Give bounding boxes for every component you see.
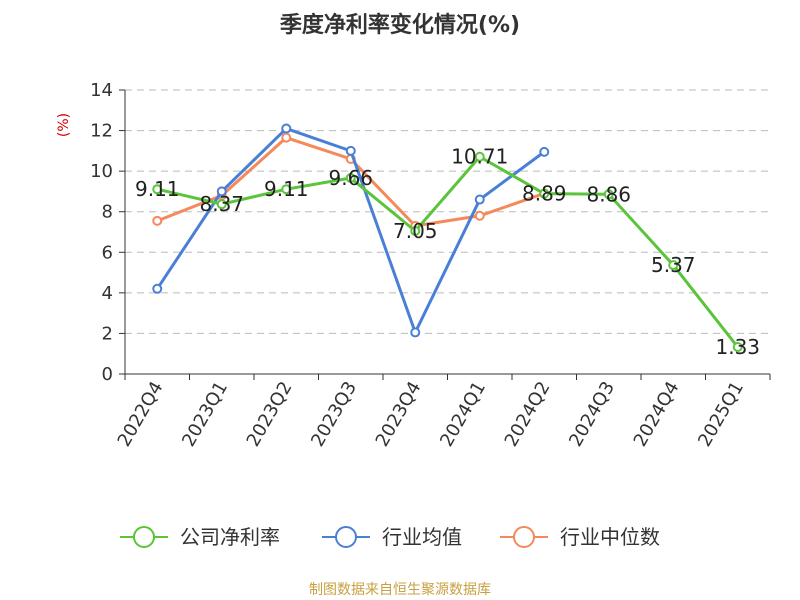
series-0 — [152, 151, 743, 353]
legend-swatch-marker — [133, 526, 155, 548]
data-point — [539, 188, 550, 199]
data-labels: 9.11 8.37 9.11 9.66 7.05 10.71 8.89 8.86 5.37 1.3… — [135, 145, 760, 359]
y-tick-label: 2 — [102, 323, 113, 344]
data-label: 7.05 — [393, 219, 438, 243]
x-tick-label: 2023Q4 — [372, 378, 426, 450]
data-point — [152, 215, 163, 226]
x-tick-label: 2024Q1 — [436, 378, 490, 450]
legend-swatch-marker — [513, 526, 535, 548]
data-point — [345, 145, 356, 156]
x-tick-label: 2023Q1 — [178, 378, 232, 450]
data-point — [281, 184, 292, 195]
y-tick-label: 12 — [90, 121, 113, 142]
data-label: 9.11 — [135, 177, 180, 201]
x-tick-label: 2022Q4 — [114, 378, 168, 450]
legend-item[interactable]: 行业中位数 — [500, 525, 660, 549]
legend-label: 行业中位数 — [560, 525, 660, 549]
data-label: 5.37 — [651, 253, 696, 277]
data-point — [668, 260, 679, 271]
data-point — [216, 199, 227, 210]
x-tick-label: 2024Q4 — [630, 378, 684, 450]
y-tick-label: 0 — [102, 364, 113, 385]
x-tick-label: 2023Q2 — [243, 378, 297, 450]
data-label: 9.66 — [328, 166, 373, 190]
source-note: 制图数据来自恒生聚源数据库 — [309, 582, 491, 598]
legend[interactable]: 公司净利率 行业均值 行业中位数 — [120, 525, 660, 549]
data-point — [345, 173, 356, 184]
data-point — [732, 342, 743, 353]
data-label: 10.71 — [451, 145, 508, 169]
y-axis-label: (%) — [56, 113, 72, 137]
data-point — [539, 146, 550, 157]
data-point — [474, 151, 485, 162]
y-tick-label: 14 — [90, 80, 113, 101]
x-tick-label: 2024Q3 — [565, 378, 619, 450]
data-label: 8.86 — [586, 182, 631, 206]
data-label: 8.37 — [199, 192, 244, 216]
data-point — [281, 123, 292, 134]
series-line — [156, 155, 739, 348]
x-tick-label: 2024Q2 — [501, 378, 555, 450]
legend-item[interactable]: 公司净利率 — [120, 525, 280, 549]
data-point — [410, 327, 421, 338]
data-label: 8.89 — [522, 182, 567, 206]
data-point — [410, 225, 421, 236]
legend-swatch-marker — [335, 526, 357, 548]
data-point — [216, 186, 227, 197]
legend-item[interactable]: 行业均值 — [322, 525, 462, 549]
legend-label: 公司净利率 — [180, 525, 280, 549]
series — [152, 123, 743, 353]
y-tick-label: 6 — [102, 242, 113, 263]
data-point — [474, 194, 485, 205]
y-tick-label: 10 — [90, 161, 113, 182]
data-point — [152, 184, 163, 195]
data-label: 9.11 — [264, 177, 309, 201]
data-point — [603, 189, 614, 200]
y-tick-label: 8 — [102, 202, 113, 223]
x-tick-label: 2023Q3 — [307, 378, 361, 450]
legend-label: 行业均值 — [382, 525, 462, 549]
x-tick-label: 2025Q1 — [694, 378, 748, 450]
data-point — [152, 283, 163, 294]
y-tick-label: 4 — [102, 283, 113, 304]
chart-title: 季度净利率变化情况(%) — [280, 12, 520, 38]
data-point — [281, 132, 292, 143]
series-1 — [152, 123, 550, 338]
data-point — [474, 210, 485, 221]
data-label: 1.33 — [715, 335, 760, 359]
